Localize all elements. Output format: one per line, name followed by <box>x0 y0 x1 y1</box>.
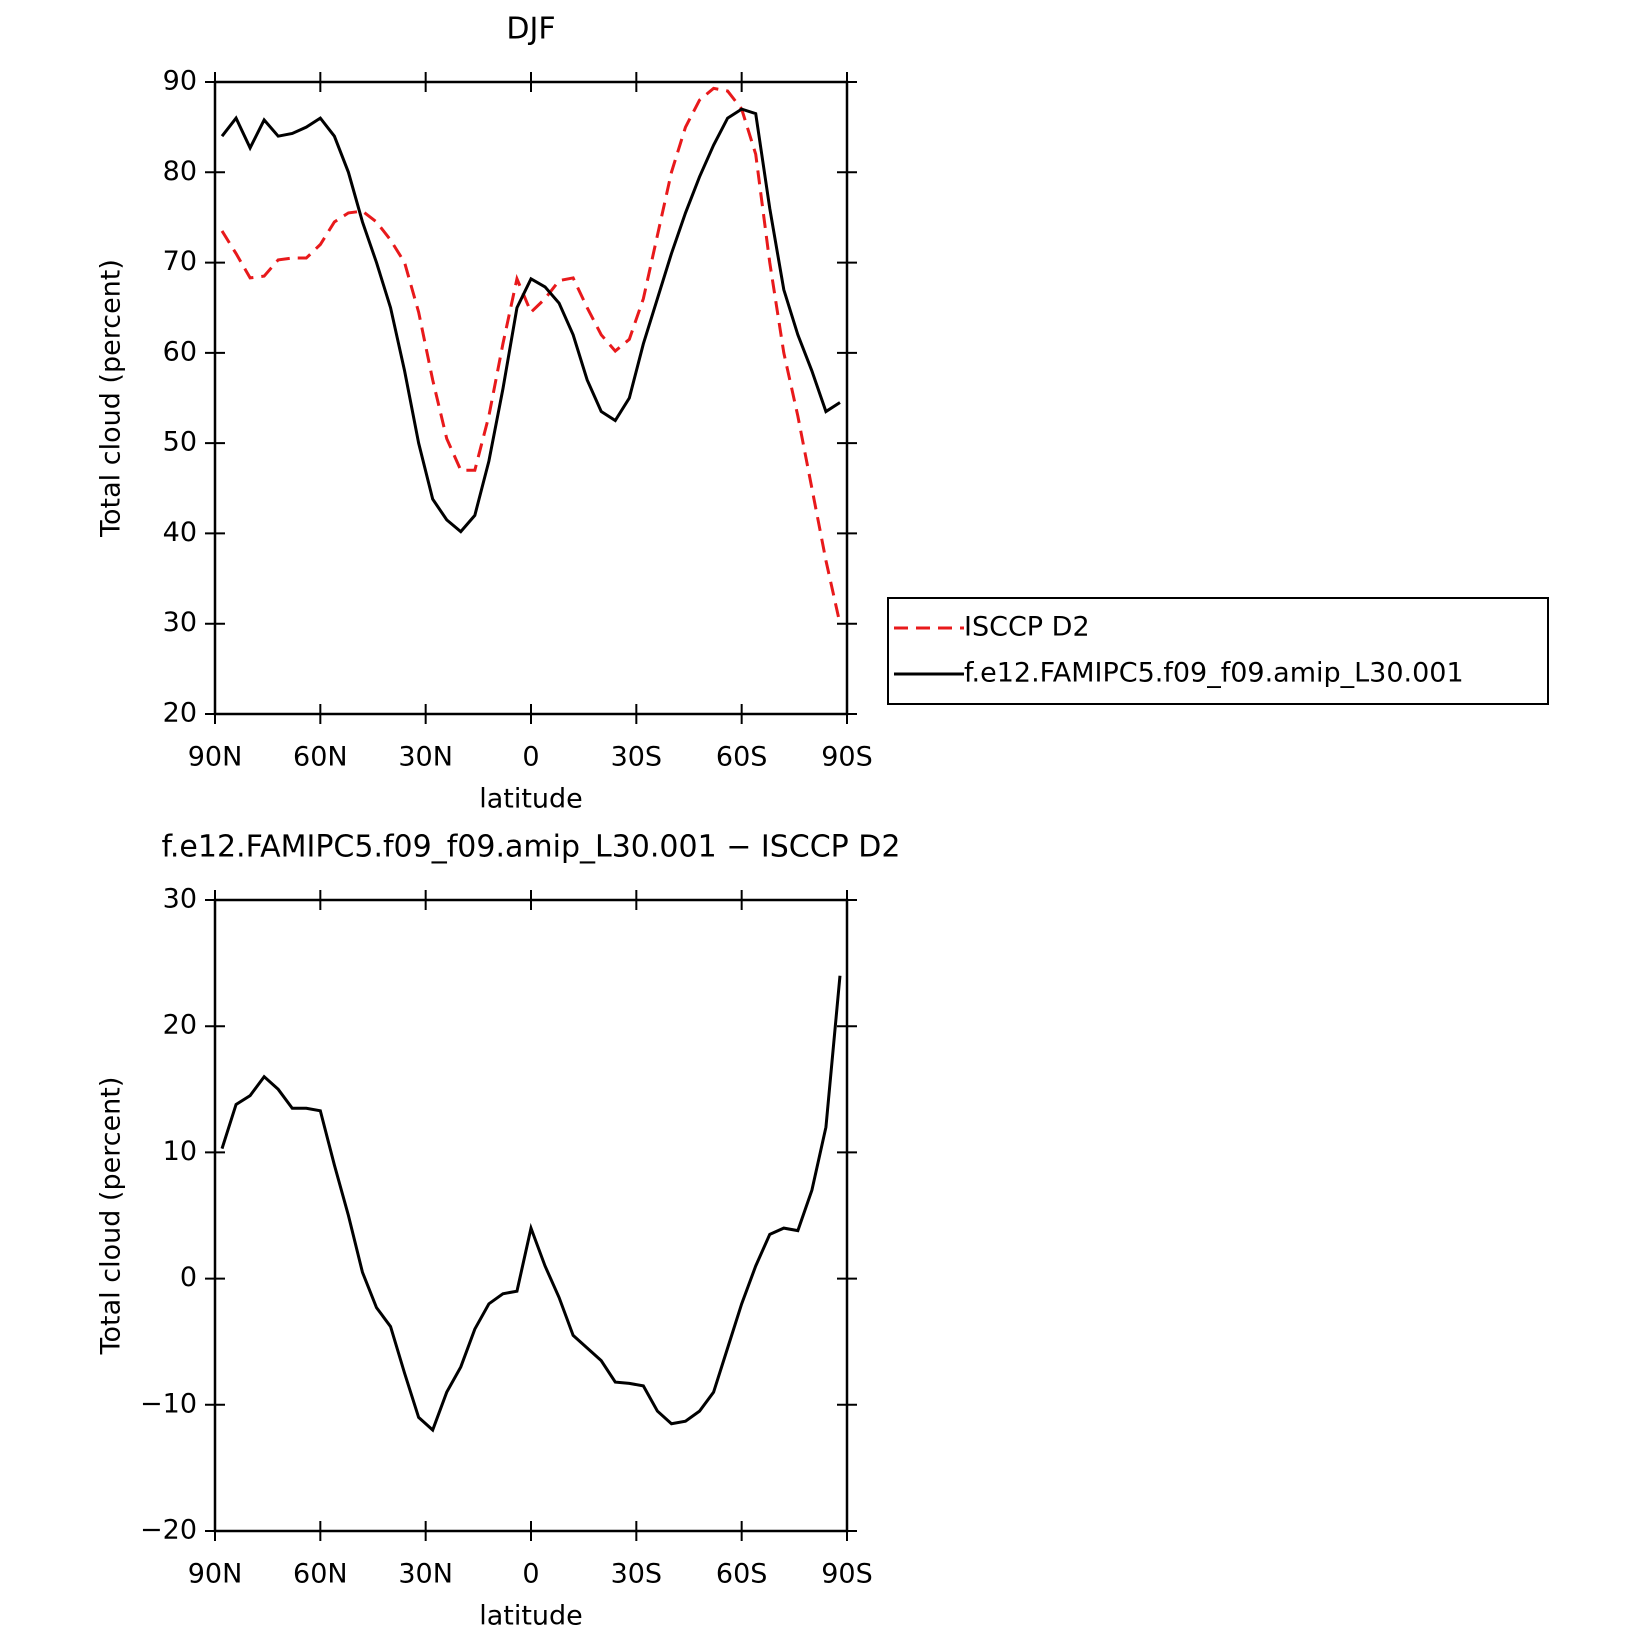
chart-title: f.e12.FAMIPC5.f09_f09.amip_L30.001 − ISC… <box>162 830 901 865</box>
y-tick-label: 30 <box>163 884 197 915</box>
plot-frame <box>213 898 849 1533</box>
y-tick-label: 80 <box>163 156 197 187</box>
x-axis-label: latitude <box>479 1601 583 1631</box>
x-tick-label: 60N <box>293 1559 348 1590</box>
y-tick-label: 90 <box>163 66 197 97</box>
y-tick-label: 40 <box>163 517 197 548</box>
y-tick-label: 50 <box>163 427 197 458</box>
x-tick-label: 90N <box>188 1559 243 1590</box>
y-tick-label: 70 <box>163 246 197 277</box>
y-tick-label: 60 <box>163 336 197 367</box>
legend-label: f.e12.FAMIPC5.f09_f09.amip_L30.001 <box>964 658 1464 689</box>
y-tick-label: 20 <box>163 1010 197 1041</box>
x-tick-label: 0 <box>522 742 539 773</box>
y-tick-label: 0 <box>180 1262 197 1293</box>
legend-label: ISCCP D2 <box>964 612 1090 643</box>
y-tick-label: −10 <box>140 1388 197 1419</box>
x-tick-label: 30N <box>398 742 453 773</box>
data-line <box>220 975 842 1433</box>
x-tick-label: 30S <box>611 1559 663 1590</box>
x-axis-label: latitude <box>479 784 583 815</box>
x-tick-label: 90S <box>821 742 873 773</box>
chart-title: DJF <box>506 12 555 47</box>
x-tick-label: 90S <box>821 1559 873 1590</box>
x-tick-label: 30S <box>611 742 663 773</box>
y-tick-label: −20 <box>140 1515 197 1546</box>
y-tick-label: 10 <box>163 1136 197 1167</box>
y-axis-label: Total cloud (percent) <box>96 1077 127 1356</box>
x-tick-label: 60S <box>716 1559 768 1590</box>
y-tick-label: 20 <box>163 698 197 729</box>
data-line <box>220 107 841 534</box>
plot-frame <box>213 80 849 716</box>
x-tick-label: 0 <box>522 1559 539 1590</box>
x-tick-label: 30N <box>398 1559 453 1590</box>
y-tick-label: 30 <box>163 607 197 638</box>
x-tick-label: 90N <box>188 742 243 773</box>
legend-box <box>887 597 1549 705</box>
x-tick-label: 60S <box>716 742 768 773</box>
x-tick-label: 60N <box>293 742 348 773</box>
data-line <box>220 86 842 625</box>
y-axis-label: Total cloud (percent) <box>96 259 127 538</box>
